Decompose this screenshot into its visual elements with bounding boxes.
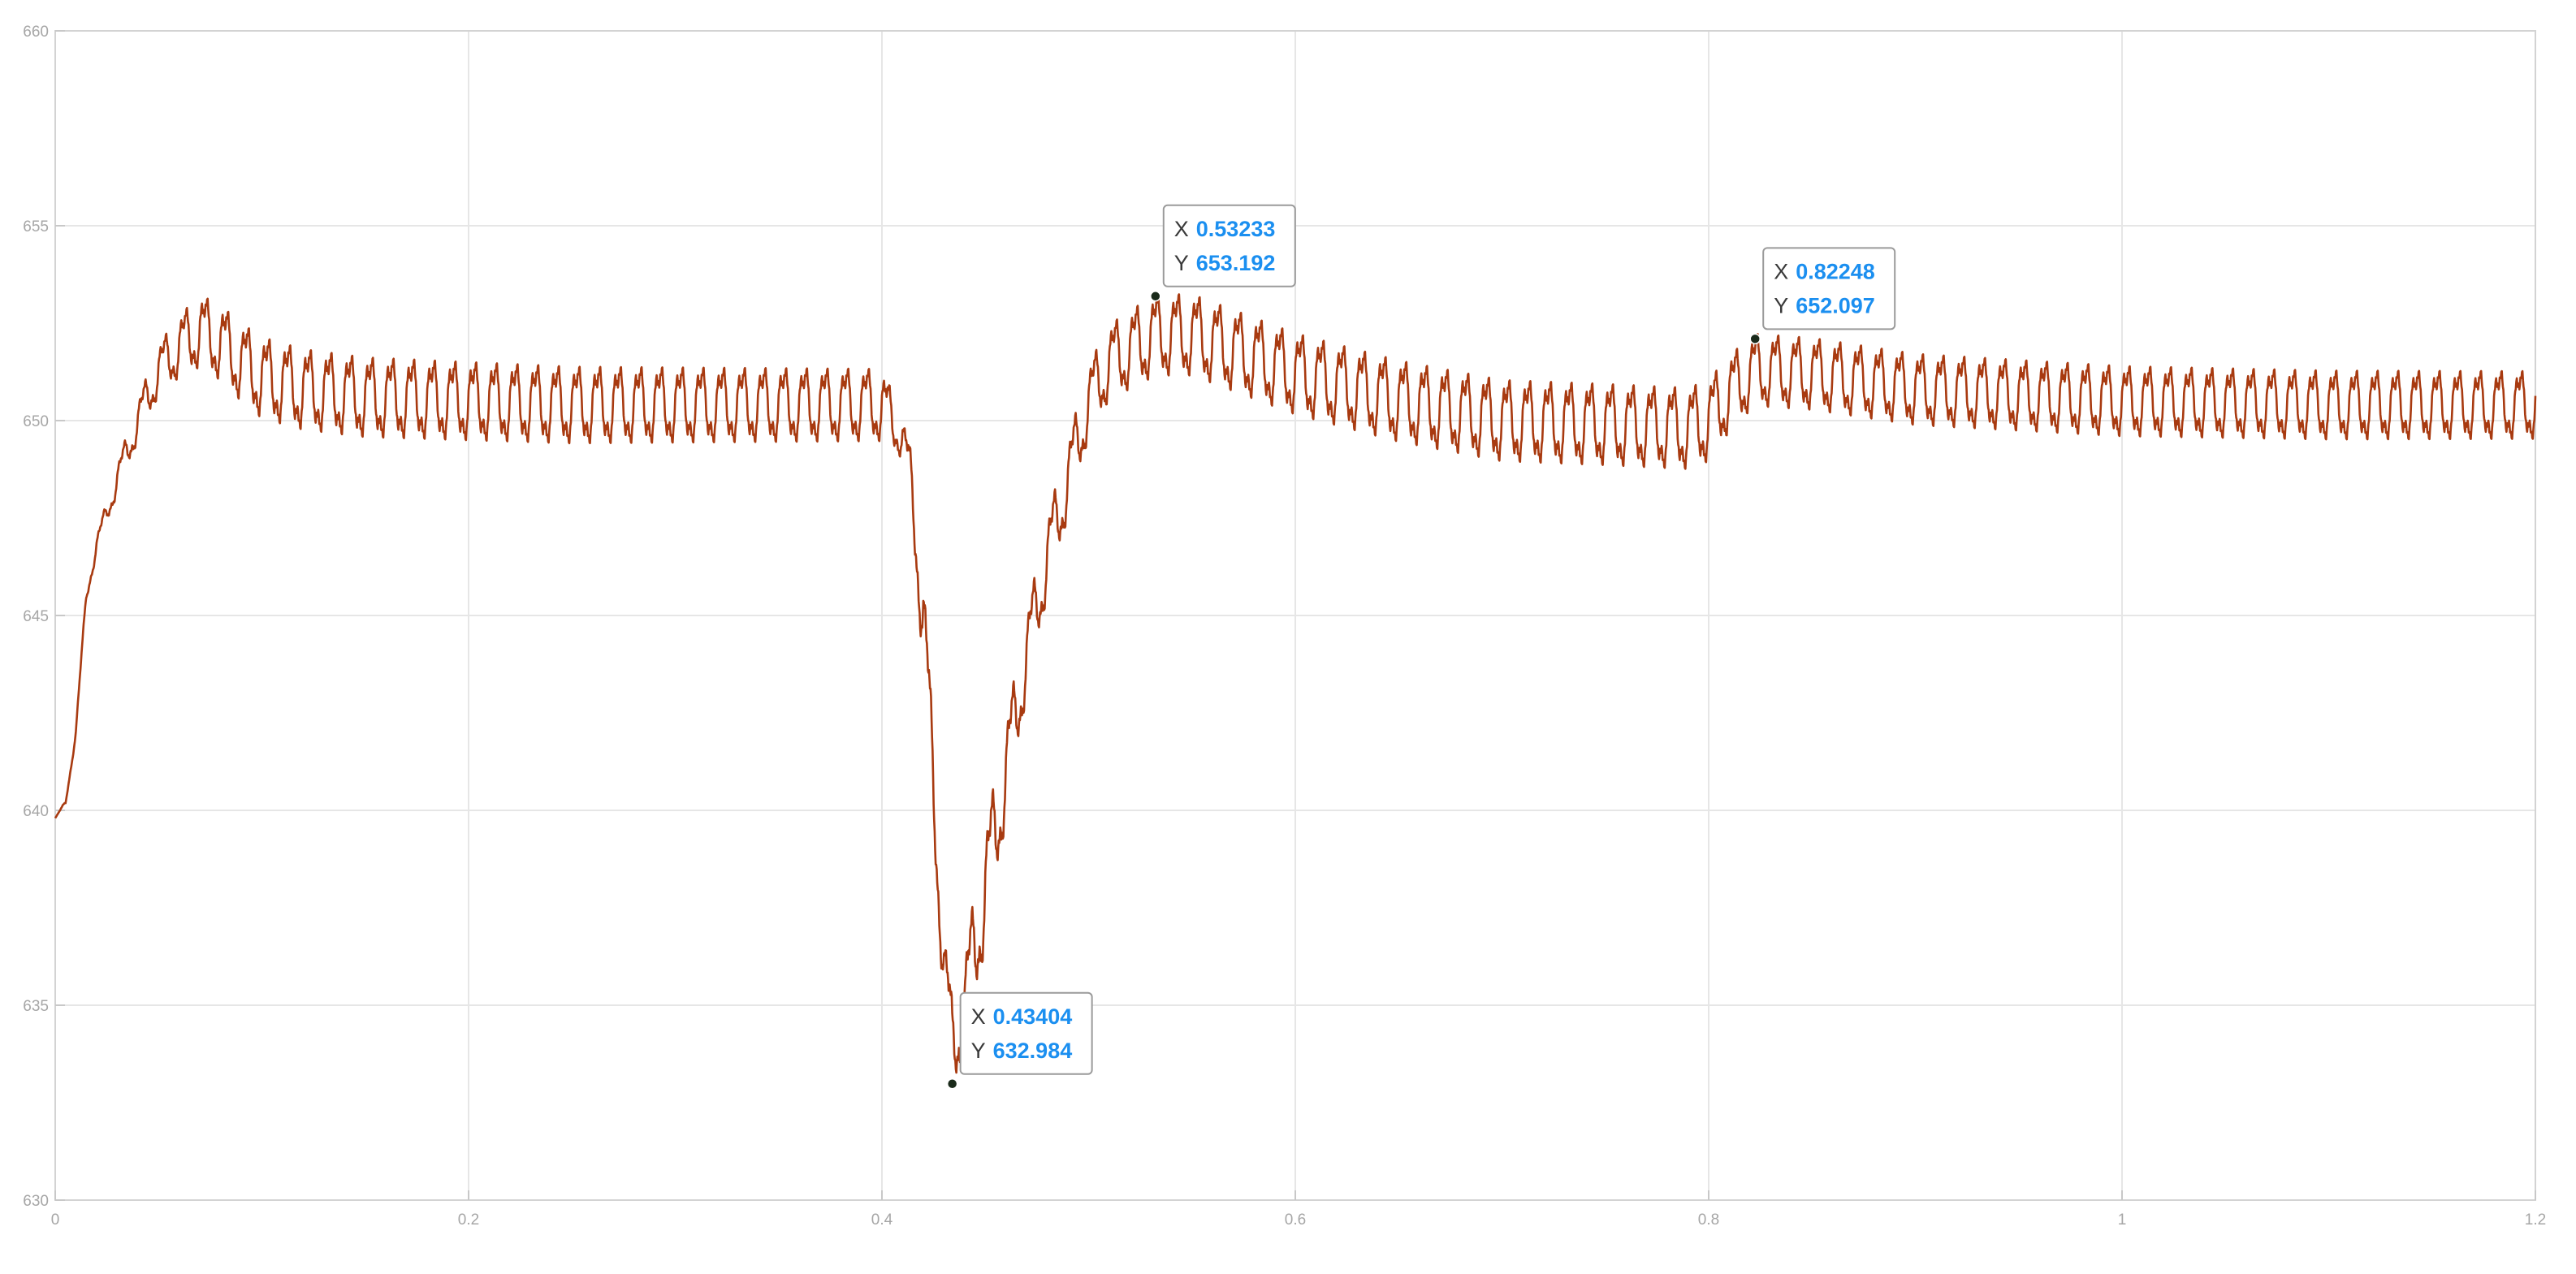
y-tick-label: 630: [23, 1193, 49, 1210]
y-tick-label: 635: [23, 998, 49, 1015]
datatip-y-value: 652.097: [1796, 293, 1875, 317]
datatip-box: [959, 991, 1093, 1075]
datatip-x-label: X: [1174, 217, 1189, 241]
x-tick-label: 0.8: [1698, 1211, 1719, 1229]
datatip-marker[interactable]: [1150, 291, 1161, 302]
datatip[interactable]: X 0.53233 Y 653.192: [1150, 204, 1296, 302]
datatip-y-value: 632.984: [993, 1039, 1073, 1063]
y-tick-label: 655: [23, 218, 49, 235]
x-axis-ticks: 0 0.2 0.4 0.6 0.8 1 1.2: [51, 1190, 2546, 1229]
y-tick-label: 645: [23, 608, 49, 625]
datatip-box: [1162, 204, 1296, 287]
datatip[interactable]: X 0.43404 Y 632.984: [946, 991, 1093, 1090]
datatip-x-value: 0.53233: [1196, 217, 1276, 241]
y-axis-ticks: 630 635 640 645 650 655 660: [23, 24, 65, 1210]
x-tick-label: 0.2: [458, 1211, 479, 1229]
datatip-x-label: X: [971, 1004, 986, 1029]
x-tick-label: 0: [51, 1211, 60, 1229]
series-layer: [54, 293, 2537, 1074]
datatip-box: [1762, 247, 1896, 330]
x-tick-label: 1.2: [2525, 1211, 2546, 1229]
datatip[interactable]: X 0.82248 Y 652.097: [1749, 247, 1896, 345]
x-tick-label: 1: [2118, 1211, 2127, 1229]
datatips-layer: X 0.53233 Y 653.192 X 0.82248 Y 652.097 X 0.43404…: [946, 204, 1896, 1090]
datatip-y-label: Y: [1774, 293, 1788, 317]
y-tick-label: 640: [23, 803, 49, 820]
datatip-marker[interactable]: [1749, 333, 1761, 345]
datatip-x-value: 0.82248: [1796, 259, 1875, 283]
series-line: [54, 293, 2537, 1074]
x-tick-label: 0.6: [1285, 1211, 1306, 1229]
datatip-x-value: 0.43404: [993, 1004, 1073, 1029]
datatip-x-label: X: [1774, 259, 1788, 283]
datatip-marker[interactable]: [946, 1078, 958, 1090]
datatip-y-value: 653.192: [1196, 251, 1276, 275]
datatip-y-label: Y: [1174, 251, 1189, 275]
grid-lines: [55, 31, 2535, 1200]
y-tick-label: 650: [23, 413, 49, 430]
datatip-y-label: Y: [971, 1039, 986, 1063]
y-tick-label: 660: [23, 24, 49, 41]
x-tick-label: 0.4: [871, 1211, 893, 1229]
